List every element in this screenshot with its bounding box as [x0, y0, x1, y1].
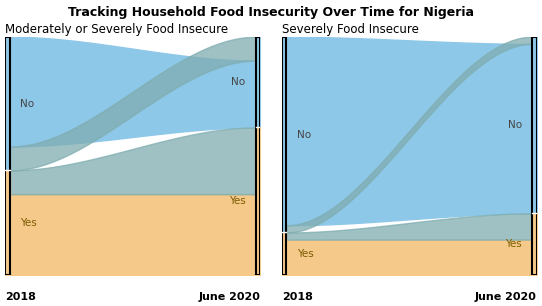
Text: No: No: [508, 120, 522, 130]
Text: June 2020: June 2020: [475, 292, 537, 302]
Text: Tracking Household Food Insecurity Over Time for Nigeria: Tracking Household Food Insecurity Over …: [68, 6, 474, 19]
Text: Yes: Yes: [20, 218, 37, 228]
Text: Yes: Yes: [296, 249, 313, 259]
Text: Yes: Yes: [229, 196, 246, 207]
Text: Moderately or Severely Food Insecure: Moderately or Severely Food Insecure: [5, 23, 229, 35]
Text: No: No: [20, 99, 34, 109]
Text: Severely Food Insecure: Severely Food Insecure: [282, 23, 419, 35]
Text: 2018: 2018: [5, 292, 36, 302]
Text: No: No: [296, 129, 311, 140]
Text: June 2020: June 2020: [198, 292, 260, 302]
Text: 2018: 2018: [282, 292, 313, 302]
Text: Yes: Yes: [505, 239, 522, 249]
Text: No: No: [231, 77, 246, 87]
